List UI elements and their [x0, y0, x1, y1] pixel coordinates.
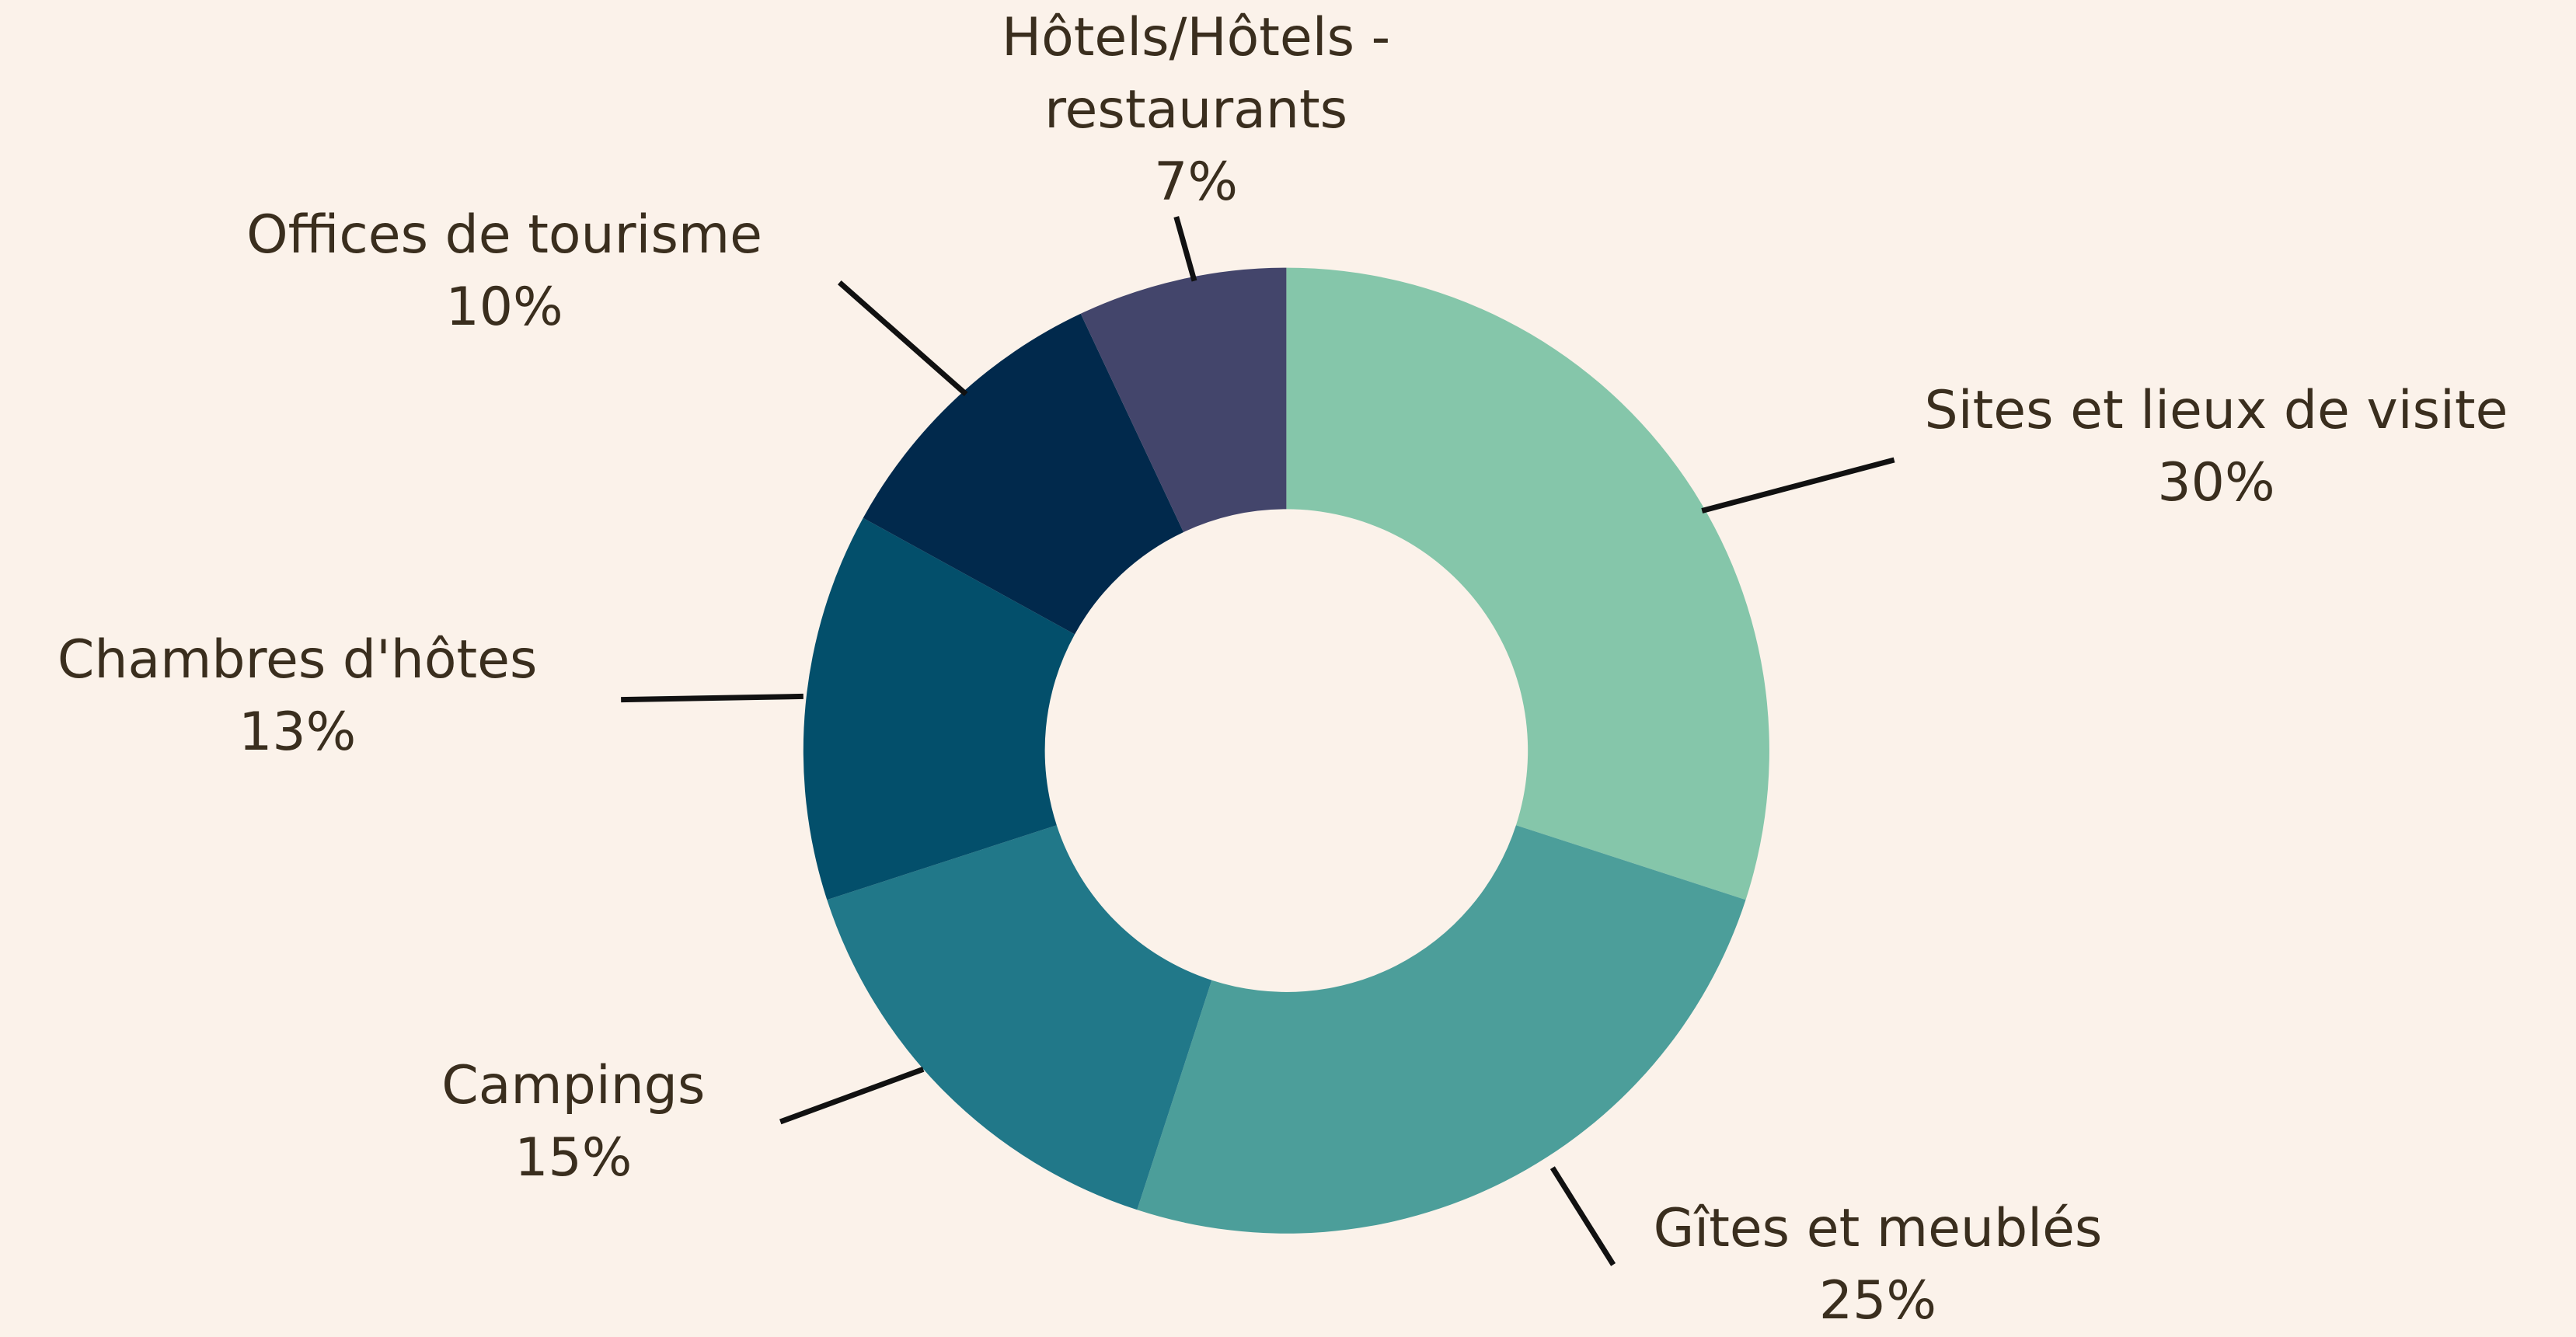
value-label: 25% [1818, 1269, 1937, 1332]
slice-label: Gîtes et meublés 25% [1654, 1193, 2103, 1337]
category-label: Offices de tourisme [246, 204, 762, 266]
donut-slice [1137, 825, 1746, 1234]
leader-line [621, 693, 803, 703]
leader-line [779, 1067, 925, 1125]
category-label: Hôtels/Hôtels - restaurants [1002, 7, 1391, 141]
value-label: 30% [2157, 452, 2275, 514]
leader-line [1701, 457, 1895, 514]
slice-label: Sites et lieux de visite 30% [1925, 374, 2508, 519]
leader-line [1173, 216, 1197, 282]
donut-slice [827, 825, 1212, 1210]
category-label: Gîtes et meublés [1653, 1197, 2103, 1259]
slice-label: Chambres d'hôtes 13% [58, 624, 537, 768]
value-label: 13% [239, 702, 357, 764]
donut-slice [863, 313, 1184, 635]
donut-slice [803, 517, 1075, 900]
slice-label: Offices de tourisme 10% [246, 199, 762, 343]
value-label: 7% [1154, 151, 1239, 214]
donut-slice [1080, 267, 1287, 532]
leader-line [838, 280, 968, 397]
category-label: Chambres d'hôtes [57, 629, 538, 691]
value-label: 15% [514, 1126, 633, 1189]
category-label: Campings [441, 1054, 706, 1116]
value-label: 10% [445, 276, 563, 338]
donut-slice [1286, 267, 1769, 900]
category-label: Sites et lieux de visite [1924, 380, 2508, 442]
slice-label: Campings 15% [441, 1050, 705, 1194]
leader-line [1549, 1166, 1616, 1266]
slice-label: Hôtels/Hôtels - restaurants 7% [947, 2, 1445, 218]
